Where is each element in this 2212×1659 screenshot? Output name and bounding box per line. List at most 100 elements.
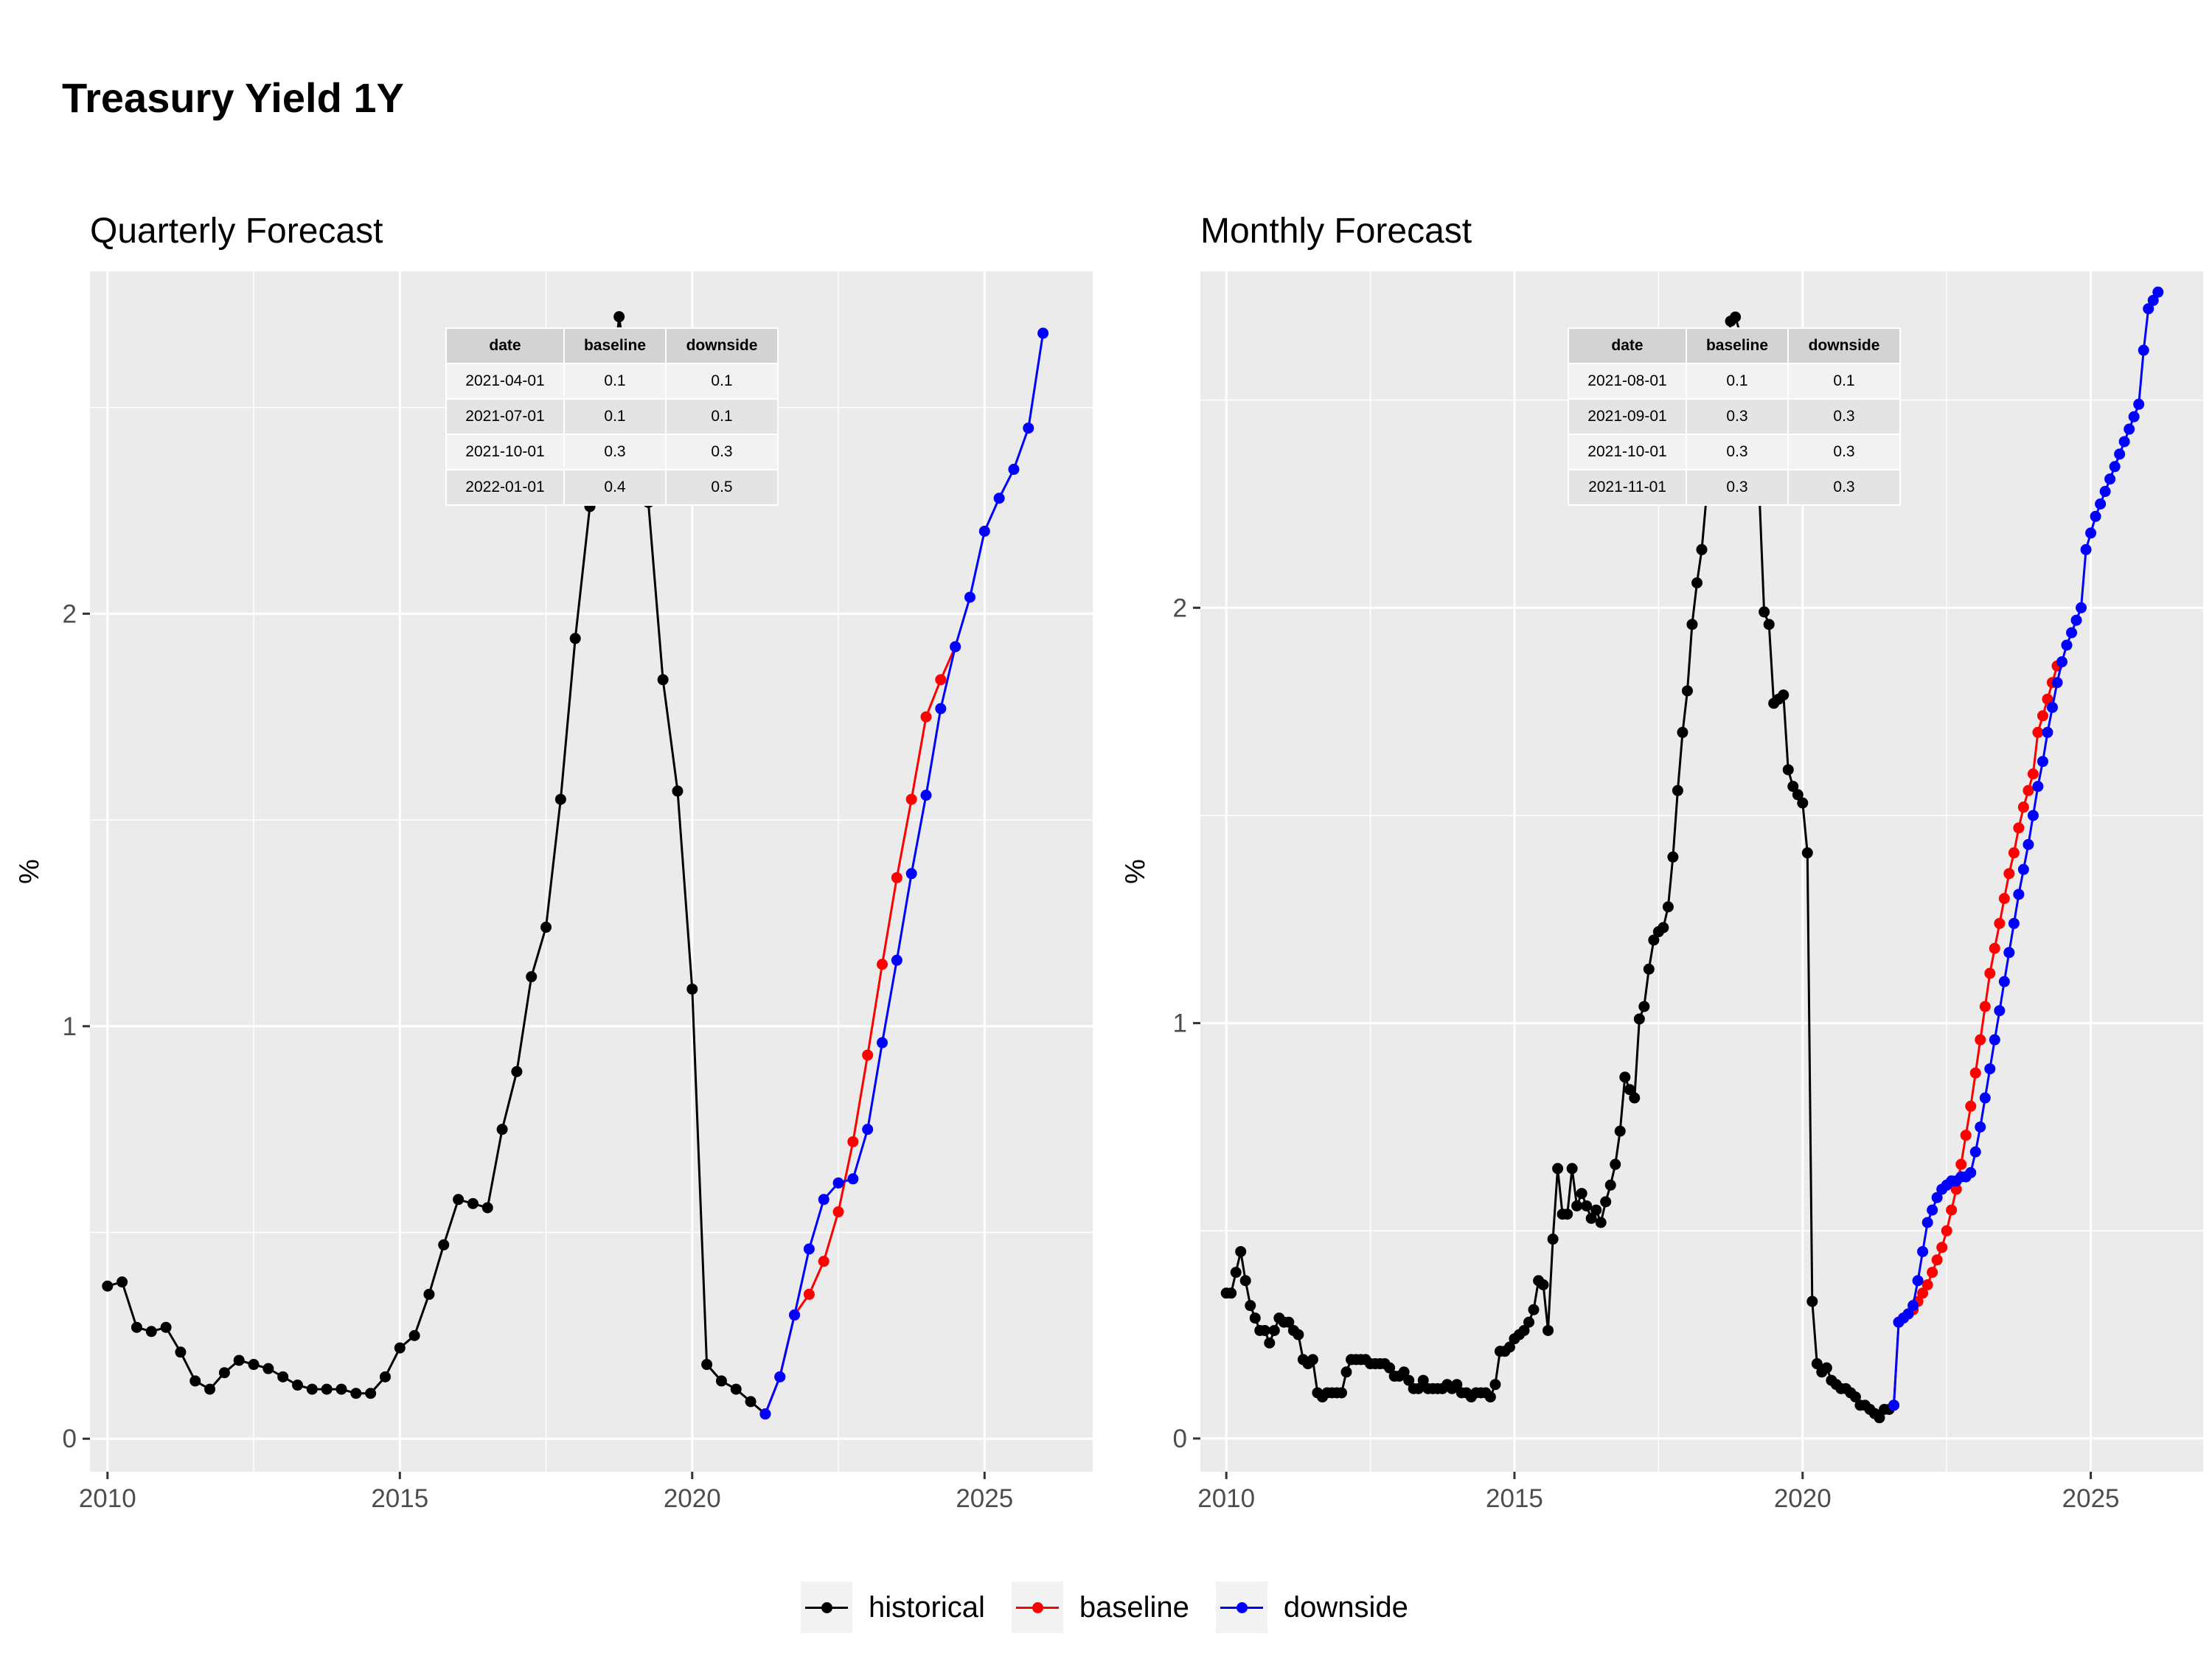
data-point-historical — [1619, 1071, 1631, 1083]
quarterly-panel-title: Quarterly Forecast — [90, 212, 383, 251]
data-point-downside — [2152, 286, 2164, 298]
table-row: 2021-10-01 0.3 0.3 — [1568, 434, 1901, 470]
data-point-downside — [1994, 1005, 2006, 1017]
data-point-baseline — [2008, 847, 2020, 859]
data-point-historical — [1820, 1362, 1832, 1374]
data-point-downside — [2109, 461, 2121, 473]
data-point-historical — [1874, 1412, 1885, 1424]
table-row: 2021-07-01 0.1 0.1 — [445, 398, 779, 435]
monthly-chart: 2010 2015 2020 2025 0 1 2% — [1120, 271, 2203, 1513]
data-point-downside — [1984, 1063, 1996, 1075]
x-tick-label: 2015 — [1486, 1484, 1543, 1513]
data-point-historical — [569, 633, 581, 644]
quarterly-chart: 2010 2015 2020 2025 0 1 2% — [14, 271, 1093, 1513]
data-point-historical — [1801, 847, 1813, 859]
data-point-downside — [2099, 486, 2111, 498]
data-point-historical — [657, 674, 669, 686]
data-point-downside — [2133, 398, 2145, 410]
data-point-historical — [335, 1383, 347, 1395]
data-point-baseline — [1941, 1225, 1952, 1237]
data-point-baseline — [832, 1206, 844, 1218]
table-cell-downside: 0.3 — [1787, 469, 1901, 506]
data-point-historical — [233, 1354, 245, 1366]
data-point-downside — [2051, 677, 2063, 689]
data-point-historical — [1686, 619, 1698, 630]
data-point-historical — [1225, 1287, 1237, 1299]
data-point-historical — [131, 1321, 142, 1333]
data-point-historical — [1566, 1163, 1578, 1175]
data-point-downside — [1965, 1166, 1977, 1178]
data-point-downside — [877, 1037, 888, 1048]
table-header-date: date — [445, 327, 565, 364]
data-point-historical — [1629, 1092, 1641, 1104]
data-point-baseline — [891, 872, 902, 883]
table-cell-date: 2021-09-01 — [1568, 398, 1687, 435]
data-point-baseline — [2013, 822, 2025, 834]
data-point-downside — [2138, 344, 2149, 356]
data-point-downside — [2032, 781, 2044, 793]
data-point-historical — [1638, 1001, 1650, 1012]
data-point-downside — [1912, 1275, 1924, 1287]
table-cell-date: 2021-04-01 — [445, 363, 565, 400]
data-point-historical — [1562, 1208, 1573, 1220]
data-point-historical — [1590, 1204, 1602, 1216]
y-tick-label: 2 — [63, 599, 77, 628]
x-tick-label: 2025 — [956, 1484, 1013, 1513]
data-point-downside — [2124, 423, 2135, 435]
data-point-historical — [102, 1280, 114, 1292]
table-header-baseline: baseline — [563, 327, 667, 364]
data-point-historical — [306, 1383, 318, 1395]
data-point-historical — [1730, 311, 1742, 323]
data-point-historical — [1792, 789, 1804, 801]
data-point-baseline — [1969, 1067, 1981, 1079]
data-point-historical — [1677, 726, 1688, 738]
data-point-historical — [1259, 1324, 1270, 1336]
data-point-downside — [2076, 602, 2087, 613]
data-point-historical — [438, 1239, 450, 1251]
data-point-historical — [218, 1367, 230, 1379]
y-axis-label: % — [14, 859, 45, 884]
legend-key-historical — [801, 1582, 852, 1633]
data-point-downside — [803, 1243, 815, 1255]
data-point-historical — [1264, 1337, 1276, 1349]
data-point-downside — [1998, 975, 2010, 987]
data-point-historical — [204, 1383, 216, 1395]
y-tick-label: 2 — [1173, 594, 1187, 622]
data-point-baseline — [2017, 801, 2029, 813]
y-axis-label: % — [1120, 859, 1151, 884]
table-header-row: date baseline downside — [445, 327, 779, 364]
data-point-downside — [2147, 294, 2159, 306]
data-point-baseline — [877, 959, 888, 970]
table-cell-baseline: 0.1 — [563, 363, 667, 400]
data-point-downside — [847, 1173, 859, 1185]
data-point-downside — [789, 1309, 801, 1321]
data-point-baseline — [1950, 1183, 1962, 1195]
table-cell-downside: 0.1 — [665, 363, 779, 400]
data-point-downside — [1921, 1217, 1933, 1228]
data-point-historical — [1633, 1013, 1645, 1025]
table-header-row: date baseline downside — [1568, 327, 1901, 364]
data-point-historical — [1518, 1324, 1530, 1336]
data-point-downside — [2128, 411, 2140, 422]
table-row: 2022-01-01 0.4 0.5 — [445, 469, 779, 506]
data-point-historical — [1759, 606, 1770, 618]
table-row: 2021-11-01 0.3 0.3 — [1568, 469, 1901, 506]
quarterly-forecast-table: date baseline downside 2021-04-01 0.1 0.… — [445, 327, 779, 506]
monthly-panel-title: Monthly Forecast — [1200, 212, 1472, 251]
data-point-downside — [2023, 838, 2034, 850]
table-cell-date: 2021-07-01 — [445, 398, 565, 435]
data-point-historical — [1681, 685, 1693, 697]
table-cell-date: 2021-11-01 — [1568, 469, 1687, 506]
legend: historical baseline downside — [801, 1578, 1435, 1637]
data-point-historical — [1797, 797, 1809, 809]
legend-item-baseline: baseline — [1011, 1582, 1189, 1633]
data-point-downside — [2037, 756, 2048, 768]
data-point-historical — [1335, 1387, 1347, 1399]
data-point-baseline — [847, 1135, 859, 1147]
data-point-historical — [145, 1326, 157, 1338]
data-point-historical — [1245, 1300, 1256, 1312]
data-point-baseline — [920, 711, 932, 723]
data-point-historical — [1696, 543, 1708, 555]
data-point-downside — [1008, 464, 1020, 476]
data-point-historical — [1782, 764, 1794, 776]
